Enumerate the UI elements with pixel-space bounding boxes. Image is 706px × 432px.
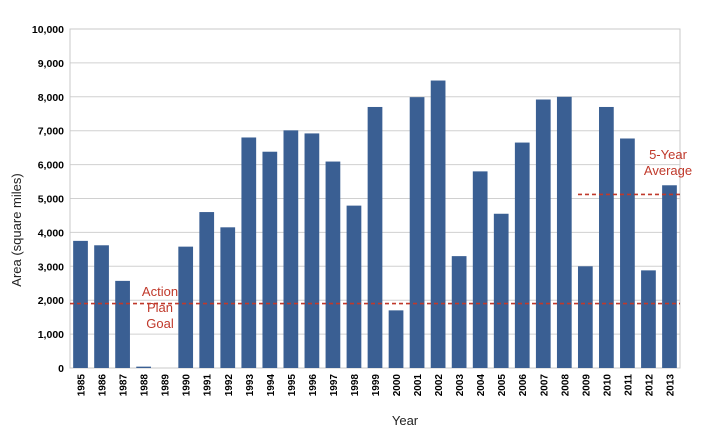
bar-2006 [514, 142, 530, 368]
x-tick-label: 1995 [287, 374, 298, 397]
x-tick-label: 2008 [560, 374, 571, 397]
x-tick-label: 2009 [581, 374, 592, 397]
x-tick-label: 2002 [434, 374, 445, 397]
y-axis-title: Area (square miles) [9, 173, 24, 286]
bar-2002 [430, 80, 446, 368]
bar-2004 [472, 171, 488, 368]
y-tick-label: 5,000 [38, 194, 64, 206]
y-tick-label: 9,000 [38, 58, 64, 70]
x-tick-label: 2011 [623, 374, 634, 396]
bar-2013 [662, 185, 677, 368]
x-axis-ticks: 1985 1986 1987 1988 1989 1990 1991 1992 1993 1994… [77, 374, 677, 397]
x-tick-label: 1994 [266, 374, 277, 397]
bar-2007 [535, 99, 551, 369]
y-tick-label: 7,000 [38, 126, 64, 138]
bar-2012 [641, 270, 656, 368]
x-tick-label: 2012 [644, 374, 655, 397]
bar-2008 [556, 96, 572, 369]
x-tick-label: 2013 [665, 374, 676, 397]
bar-1998 [346, 205, 362, 368]
x-tick-label: 1993 [245, 374, 256, 397]
bar-2000 [388, 310, 404, 368]
reference-label: 5-Year [649, 147, 687, 162]
y-tick-label: 3,000 [38, 261, 64, 273]
x-tick-label: 1988 [140, 374, 151, 397]
x-tick-label: 2001 [413, 374, 424, 397]
bar-2003 [451, 256, 467, 368]
x-tick-label: 1998 [350, 374, 361, 397]
bar-2005 [493, 213, 509, 368]
bar-1991 [199, 212, 215, 368]
y-tick-label: 10,000 [32, 24, 64, 36]
bars [73, 80, 677, 369]
x-tick-label: 2003 [455, 374, 466, 397]
x-tick-label: 1996 [308, 374, 319, 397]
y-tick-label: 8,000 [38, 92, 64, 104]
y-tick-label: 1,000 [38, 329, 64, 341]
bar-1999 [367, 106, 383, 368]
x-tick-label: 2004 [476, 374, 487, 397]
bar-1997 [325, 161, 341, 368]
bar-1992 [220, 227, 236, 368]
x-axis-title: Year [392, 413, 419, 428]
x-tick-label: 2007 [539, 374, 550, 397]
x-tick-label: 1992 [224, 374, 235, 397]
y-tick-label: 6,000 [38, 160, 64, 172]
x-tick-label: 1985 [77, 374, 88, 397]
x-tick-label: 1997 [329, 374, 340, 397]
bar-2010 [599, 106, 614, 368]
bar-1995 [283, 130, 299, 368]
bar-1985 [73, 240, 88, 368]
bar-1990 [178, 246, 194, 368]
reference-label: Action [142, 284, 178, 299]
x-tick-label: 2005 [497, 374, 508, 397]
bar-1988 [136, 366, 151, 368]
x-tick-label: 1999 [371, 374, 382, 397]
bar-1996 [304, 133, 320, 368]
bar-1986 [94, 245, 109, 368]
x-tick-label: 1987 [119, 374, 130, 397]
bar-2009 [577, 266, 593, 368]
reference-label: Goal [146, 316, 174, 331]
x-tick-label: 1986 [98, 374, 109, 397]
x-tick-label: 2000 [392, 374, 403, 397]
x-tick-label: 2006 [518, 374, 529, 397]
x-tick-label: 1990 [182, 374, 193, 397]
bar-2001 [409, 97, 425, 368]
x-tick-label: 1991 [203, 374, 214, 397]
x-tick-label: 2010 [602, 374, 613, 397]
reference-label: Average [644, 163, 692, 178]
y-tick-label: 4,000 [38, 227, 64, 239]
bar-1993 [241, 137, 257, 368]
y-tick-label: 0 [58, 363, 64, 375]
bar-1987 [115, 280, 130, 368]
y-axis-ticks: 0 1,000 2,000 3,000 4,000 5,000 6,000 7,000 8,00… [32, 24, 64, 375]
bar-2011 [620, 138, 635, 368]
reference-label: Plan [147, 300, 173, 315]
y-tick-label: 2,000 [38, 295, 64, 307]
bar-1994 [262, 151, 278, 368]
x-tick-label: 1989 [161, 374, 172, 397]
